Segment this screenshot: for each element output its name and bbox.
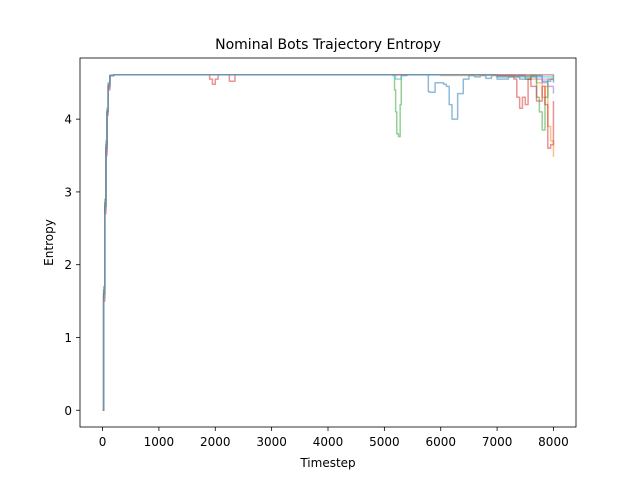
x-axis-label: Timestep <box>299 456 355 470</box>
y-axis-ticks: 0 1 2 3 4 <box>64 113 80 418</box>
series-line-7 <box>102 73 555 412</box>
x-tick-label: 7000 <box>482 435 513 449</box>
y-tick-label: 2 <box>64 258 72 272</box>
chart-title: Nominal Bots Trajectory Entropy <box>215 37 441 53</box>
x-tick-label: 0 <box>99 435 107 449</box>
y-tick-label: 1 <box>64 331 72 345</box>
plot-lines <box>102 73 555 412</box>
y-tick-label: 4 <box>64 113 72 127</box>
y-tick-label: 0 <box>64 404 72 418</box>
x-axis-ticks: 0 1000 2000 3000 4000 5000 6000 7000 8000 <box>99 427 569 449</box>
x-tick-label: 6000 <box>425 435 456 449</box>
x-tick-label: 3000 <box>256 435 287 449</box>
y-axis-label: Entropy <box>42 219 56 266</box>
x-tick-label: 1000 <box>144 435 175 449</box>
x-tick-label: 4000 <box>313 435 344 449</box>
y-tick-label: 3 <box>64 185 72 199</box>
x-tick-label: 2000 <box>200 435 231 449</box>
x-tick-label: 8000 <box>538 435 569 449</box>
x-tick-label: 5000 <box>369 435 400 449</box>
